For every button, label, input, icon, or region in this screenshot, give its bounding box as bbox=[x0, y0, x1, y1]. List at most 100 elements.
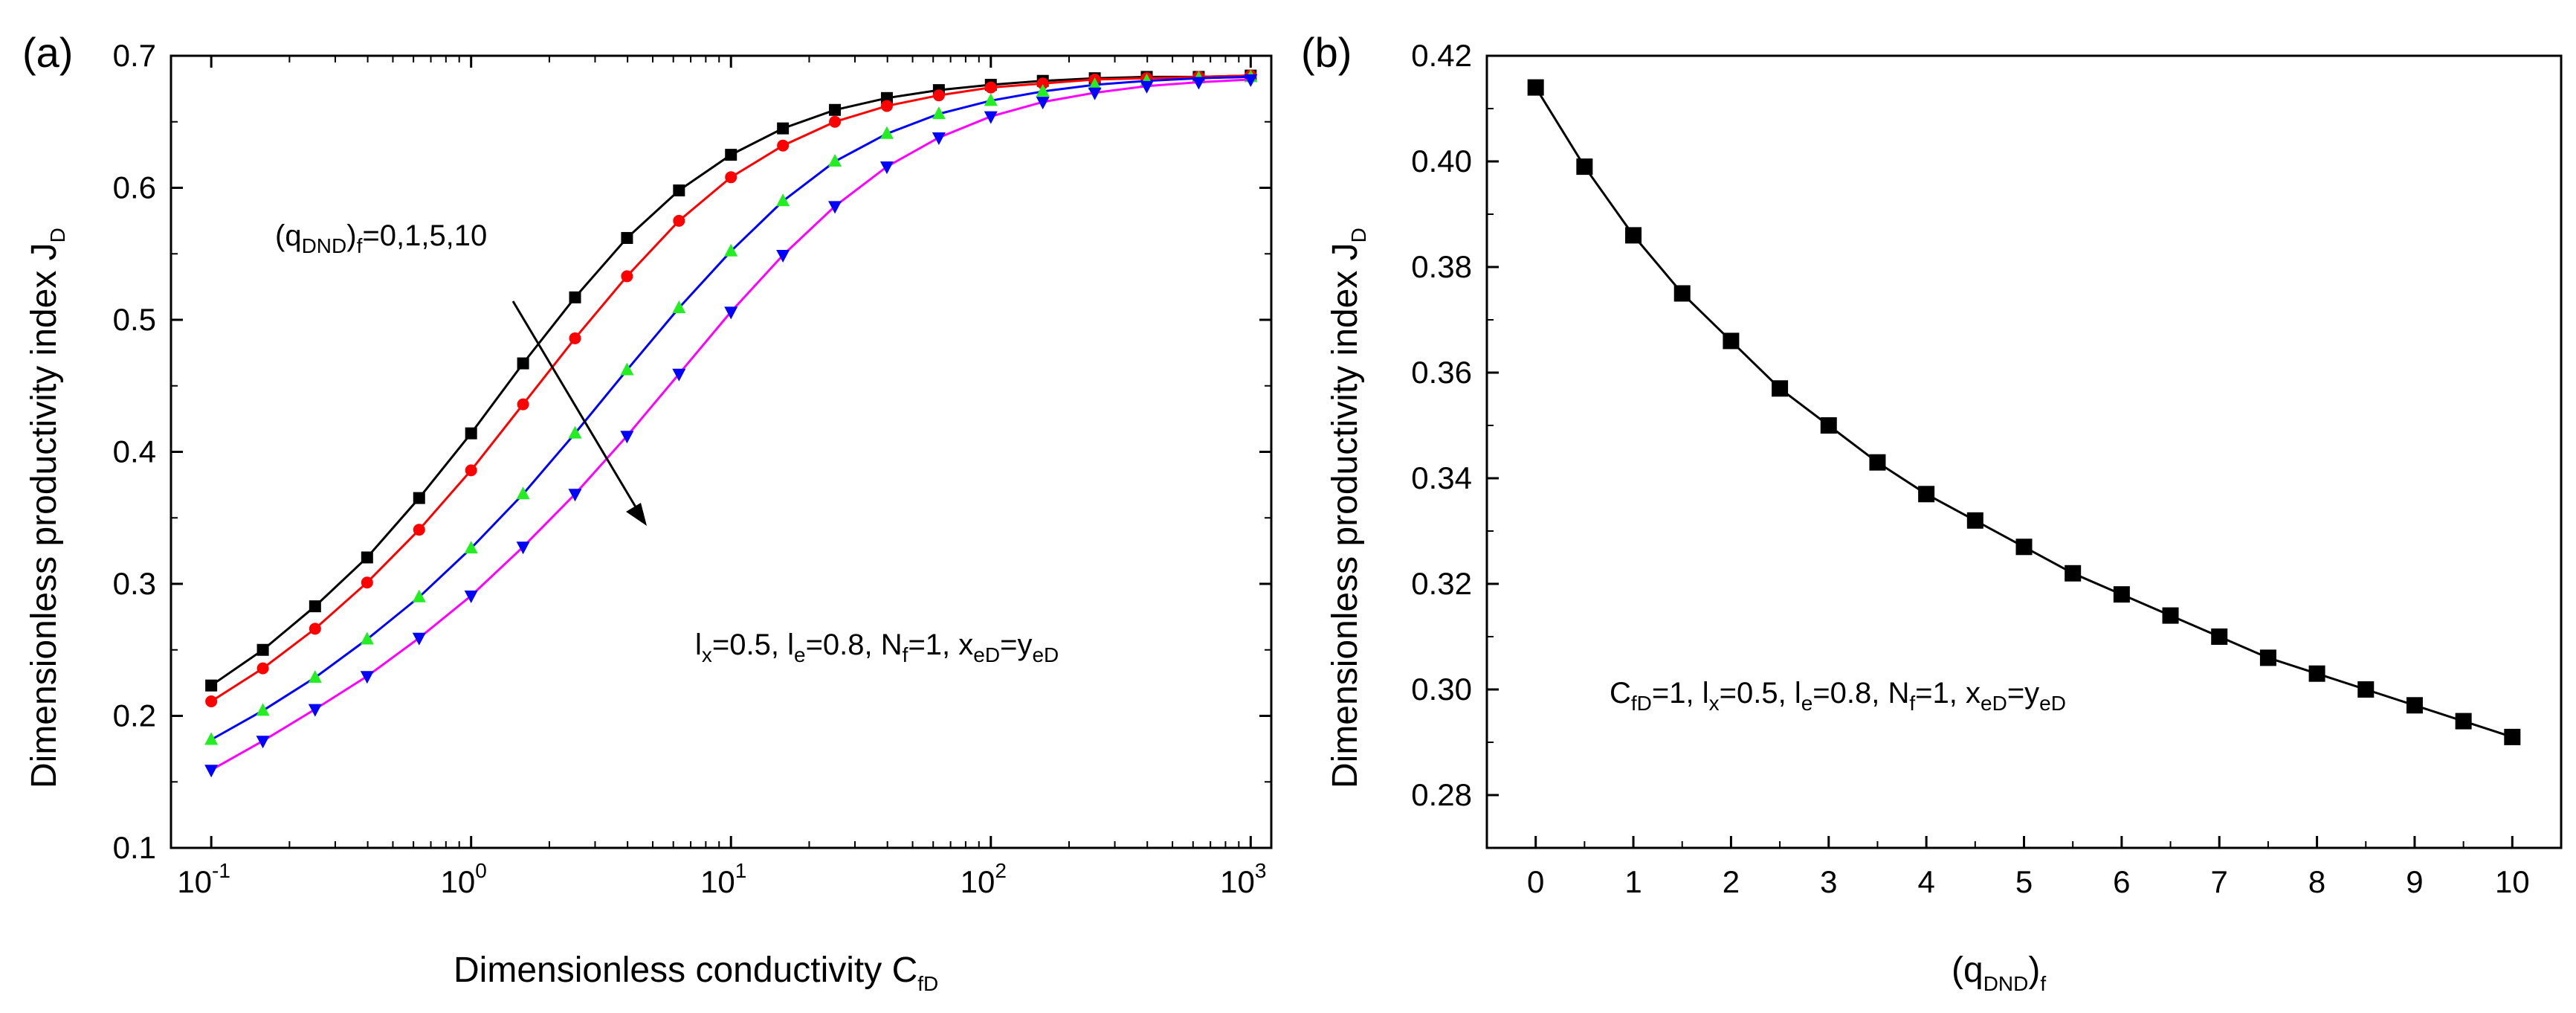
b-series-0-point bbox=[2455, 713, 2472, 730]
panel-b-params-annotation: CfD=1, lx=0.5, le=0.8, Nf=1, xeD=yeD bbox=[1610, 677, 2066, 715]
panel-a-params-annotation: lx=0.5, le=0.8, Nf=1, xeD=yeD bbox=[695, 628, 1059, 666]
a-series-2-point bbox=[1036, 83, 1050, 97]
param-sub: eD bbox=[973, 643, 1000, 666]
a-series-1-point bbox=[309, 623, 321, 635]
a-series-0-point bbox=[465, 427, 477, 440]
panel-b-chart: (b) 0.28 0.30 0.32 0.34 0.36 0.38 0.40 0.42 0 1 2 3… bbox=[1301, 29, 2563, 995]
a-y-tick-label: 0.1 bbox=[113, 830, 156, 865]
a-series-2-point bbox=[256, 703, 270, 716]
param-rest: =1, bbox=[1652, 677, 1702, 710]
b-y-tick-label: 0.40 bbox=[1411, 144, 1472, 179]
a-x-tick-exp: 2 bbox=[995, 859, 1007, 882]
a-series-2-point bbox=[932, 106, 946, 120]
a-series-2-point bbox=[568, 425, 582, 439]
q-sub1: DND bbox=[302, 234, 347, 257]
param-rest: =0.8, bbox=[1812, 677, 1888, 710]
a-series-3-point bbox=[1140, 80, 1154, 94]
param-sub: eD bbox=[2039, 692, 2066, 715]
a-series-2-point bbox=[360, 631, 374, 645]
b-y-tick-label: 0.42 bbox=[1411, 38, 1472, 73]
param-sub: f bbox=[903, 643, 908, 666]
a-series-0-point bbox=[413, 492, 425, 504]
a-series-1-point bbox=[569, 332, 581, 344]
param-rest: =0.5, bbox=[1720, 677, 1795, 710]
param-main: N bbox=[1888, 677, 1910, 710]
a-y-tick-label: 0.7 bbox=[113, 38, 156, 73]
b-series-0-point bbox=[1527, 79, 1544, 96]
a-series-1-point bbox=[984, 81, 997, 94]
b-series-0-point bbox=[2406, 697, 2423, 714]
param-main: x bbox=[1966, 677, 1981, 710]
a-x-tick-exp: 1 bbox=[735, 859, 747, 882]
a-y-tick-label: 0.6 bbox=[113, 170, 156, 205]
a-series-0-point bbox=[569, 291, 581, 303]
a-series-0-point bbox=[673, 184, 685, 197]
a-x-tick-label: 102 bbox=[961, 859, 1007, 899]
a-series-3-point bbox=[984, 111, 998, 124]
b-series-0-point bbox=[1918, 486, 1935, 503]
a-series-3-point bbox=[464, 590, 478, 603]
b-series-0-point bbox=[2015, 538, 2033, 556]
b-xl-close: ) bbox=[2028, 951, 2040, 990]
b-x-tick-label: 6 bbox=[2113, 864, 2130, 899]
a-series-2-point bbox=[1088, 77, 1102, 91]
a-series-3-point bbox=[1036, 97, 1050, 110]
b-x-tick-label: 1 bbox=[1624, 864, 1642, 899]
param-main: C bbox=[1610, 677, 1631, 710]
a-x-tick-label: 101 bbox=[700, 859, 746, 899]
a-series-3-point bbox=[360, 671, 374, 684]
a-y-tick-label: 0.3 bbox=[113, 566, 156, 601]
a-series-2-point bbox=[464, 541, 478, 554]
a-series-2-point bbox=[308, 670, 322, 684]
b-x-tick-label: 2 bbox=[1723, 864, 1740, 899]
a-x-tick-label: 103 bbox=[1220, 859, 1266, 899]
param-sub: f bbox=[1909, 692, 1915, 715]
a-x-tick-label: 100 bbox=[441, 859, 487, 899]
b-x-tick-label: 3 bbox=[1820, 864, 1837, 899]
b-series-0-point bbox=[2308, 665, 2325, 682]
panel-b-y-label-main: Dimensionless productivity index J bbox=[1326, 242, 1365, 788]
a-series-2-point bbox=[828, 154, 842, 167]
b-series-0-point bbox=[2162, 607, 2179, 624]
a-series-1-point bbox=[517, 398, 529, 411]
a-series-0-line bbox=[210, 74, 1251, 686]
param-sub: eD bbox=[1032, 643, 1059, 666]
panel-b-x-axis-label: (qDND)f bbox=[1952, 951, 2046, 995]
param-main: x bbox=[958, 628, 973, 661]
a-x-tick-exp: 0 bbox=[475, 859, 487, 882]
a-series-0-point bbox=[256, 643, 269, 656]
a-x-tick-base: 10 bbox=[700, 864, 735, 899]
param-sub: eD bbox=[1981, 692, 2007, 715]
param-sub: e bbox=[1801, 692, 1813, 715]
panel-a-ticks: 0.10.20.30.40.50.60.710-1 100 101 102 103 bbox=[113, 38, 1271, 899]
b-xl-open: (q bbox=[1952, 951, 1983, 990]
q-sub2: f bbox=[357, 234, 363, 257]
a-series-2-point bbox=[672, 300, 686, 314]
a-series-1-point bbox=[673, 214, 685, 227]
a-series-1-point bbox=[465, 464, 477, 477]
a-series-1-point bbox=[361, 576, 373, 589]
a-y-tick-label: 0.4 bbox=[113, 434, 156, 469]
a-x-tick-base: 10 bbox=[1220, 864, 1255, 899]
q-rest: =0,1,5,10 bbox=[362, 219, 487, 252]
a-series-2-point bbox=[879, 126, 894, 139]
param-rest: =0.5, bbox=[712, 628, 787, 661]
a-series-1-point bbox=[256, 662, 269, 675]
a-series-1-point bbox=[880, 100, 893, 112]
a-series-2-point bbox=[412, 589, 426, 602]
a-series-3-point bbox=[308, 704, 322, 717]
b-y-tick-label: 0.34 bbox=[1411, 460, 1472, 495]
panel-b-y-axis-label: Dimensionless productivity index JD bbox=[1326, 228, 1370, 788]
b-x-tick-label: 5 bbox=[2015, 864, 2033, 899]
a-series-0-point bbox=[621, 231, 633, 244]
a-series-3-point bbox=[1192, 77, 1206, 90]
a-series-1-point bbox=[205, 695, 218, 707]
panel-a-x-axis-label: Dimensionless conductivity CfD bbox=[453, 951, 938, 995]
a-series-2-point bbox=[516, 486, 530, 500]
panel-b-label: (b) bbox=[1301, 29, 1352, 76]
a-x-tick-exp: -1 bbox=[212, 859, 230, 882]
a-series-1-point bbox=[829, 115, 842, 128]
b-xl-sub2: f bbox=[2040, 972, 2046, 995]
b-x-tick-label: 4 bbox=[1917, 864, 1934, 899]
param-sub: e bbox=[794, 643, 806, 666]
